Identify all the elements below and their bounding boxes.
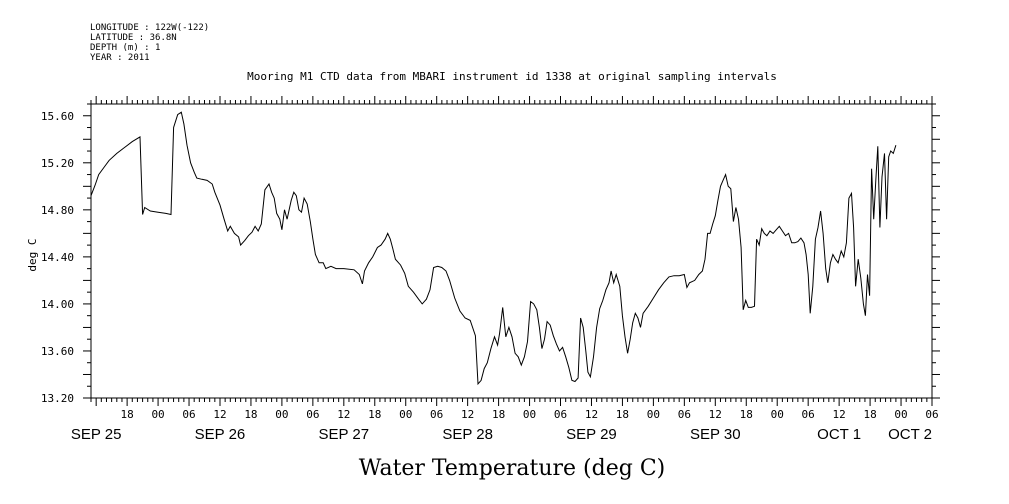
y-tick-label: 15.20 — [41, 157, 74, 170]
chart-title: Mooring M1 CTD data from MBARI instrumen… — [247, 70, 777, 83]
x-tick-label: 06 — [554, 408, 567, 421]
y-axis-label: deg C — [26, 238, 39, 271]
x-date-label: SEP 30 — [690, 426, 741, 443]
y-tick-label: 15.60 — [41, 110, 74, 123]
latitude-text: LATITUDE : 36.8N — [90, 33, 177, 43]
x-tick-label: 18 — [616, 408, 629, 421]
x-tick-label: 18 — [368, 408, 381, 421]
x-date-label: SEP 29 — [566, 426, 617, 443]
x-tick-label: 06 — [678, 408, 691, 421]
x-tick-label: 00 — [523, 408, 536, 421]
x-date-label: SEP 27 — [319, 426, 370, 443]
axis-ticks — [83, 96, 940, 406]
x-tick-label: 06 — [802, 408, 815, 421]
y-tick-label: 14.80 — [41, 204, 74, 217]
depth-text: DEPTH (m) : 1 — [90, 43, 160, 53]
x-tick-label: 00 — [894, 408, 907, 421]
x-tick-label: 12 — [461, 408, 474, 421]
x-date-label: SEP 25 — [71, 426, 122, 443]
x-tick-label: 06 — [430, 408, 443, 421]
header-info: LONGITUDE : 122W(-122) LATITUDE : 36.8N … — [90, 23, 209, 63]
x-tick-label: 00 — [647, 408, 660, 421]
y-tick-labels: 13.20 13.60 14.00 14.40 14.80 15.20 15.60 — [41, 110, 74, 405]
x-tick-labels: 18 00 06 12 18 00 06 12 18 00 06 12 18 00 06 12 18 00 06 12… — [120, 408, 938, 421]
x-tick-label: 06 — [306, 408, 319, 421]
plot-frame — [90, 103, 933, 399]
x-date-label: OCT 2 — [888, 426, 932, 443]
x-tick-label: 18 — [863, 408, 876, 421]
y-tick-label: 14.00 — [41, 298, 74, 311]
x-tick-label: 18 — [492, 408, 505, 421]
year-text: YEAR : 2011 — [90, 53, 150, 63]
y-tick-label: 14.40 — [41, 251, 74, 264]
x-tick-label: 06 — [925, 408, 938, 421]
y-tick-label: 13.60 — [41, 345, 74, 358]
x-tick-label: 18 — [244, 408, 257, 421]
x-axis-label: Water Temperature (deg C) — [359, 456, 666, 481]
x-tick-label: 12 — [213, 408, 226, 421]
x-tick-label: 00 — [275, 408, 288, 421]
x-tick-label: 18 — [740, 408, 753, 421]
y-tick-label: 13.20 — [41, 392, 74, 405]
x-tick-label: 18 — [120, 408, 133, 421]
x-tick-label: 12 — [337, 408, 350, 421]
x-tick-label: 06 — [182, 408, 195, 421]
x-date-label: SEP 28 — [442, 426, 493, 443]
x-tick-label: 12 — [709, 408, 722, 421]
x-date-label: OCT 1 — [817, 426, 861, 443]
x-tick-label: 12 — [585, 408, 598, 421]
temperature-series-line — [90, 111, 897, 386]
x-tick-label: 00 — [771, 408, 784, 421]
x-date-labels: SEP 25 SEP 26 SEP 27 SEP 28 SEP 29 SEP 30 OCT … — [71, 426, 932, 443]
x-tick-label: 12 — [833, 408, 846, 421]
x-tick-label: 00 — [151, 408, 164, 421]
x-date-label: SEP 26 — [195, 426, 246, 443]
x-tick-label: 00 — [399, 408, 412, 421]
longitude-text: LONGITUDE : 122W(-122) — [90, 23, 209, 33]
